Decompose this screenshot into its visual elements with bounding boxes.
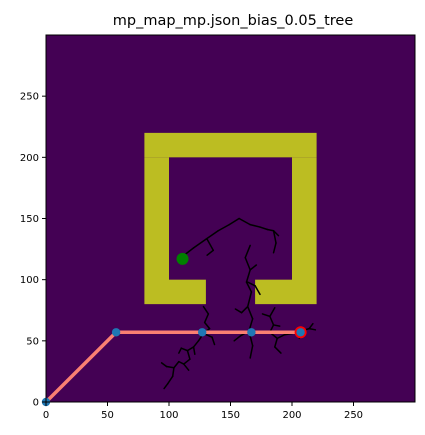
tree-edge	[269, 315, 275, 326]
tree-edge	[160, 362, 168, 368]
y-tick-label: 150	[20, 214, 39, 225]
y-tick-label: 250	[20, 92, 39, 103]
tree-edge	[238, 217, 251, 226]
y-tick-label: 200	[20, 153, 39, 164]
tree-edge	[272, 242, 277, 254]
tree-edge	[192, 340, 200, 348]
obstacle	[144, 132, 317, 158]
markers-layer	[41, 252, 307, 407]
tree-edge	[272, 229, 280, 237]
y-tick-label: 100	[20, 275, 39, 286]
tree-edge	[206, 249, 215, 256]
obstacles-layer	[144, 132, 317, 305]
start-marker	[176, 252, 189, 265]
tree-edge	[274, 346, 282, 354]
tree-edge	[249, 223, 261, 228]
obstacle	[292, 157, 317, 305]
x-tick-label: 0	[43, 410, 49, 421]
x-tick-label: 150	[221, 410, 240, 421]
tree-edge	[211, 336, 216, 346]
tree-edge	[246, 281, 256, 287]
waypoint-marker	[111, 328, 121, 337]
x-tick-label: 100	[159, 410, 178, 421]
tree-edge	[272, 324, 281, 327]
tree-edge	[178, 347, 183, 354]
x-tick-label: 50	[101, 410, 114, 421]
tree-edge	[192, 346, 196, 356]
tree-edge	[245, 281, 253, 293]
tree-edge	[217, 223, 231, 232]
tree-edge	[180, 347, 189, 352]
waypoint-marker	[296, 328, 305, 337]
chart-title: mp_map_mp.json_bias_0.05_tree	[113, 13, 354, 29]
tree-edge	[167, 375, 174, 385]
tree-edge	[205, 229, 219, 241]
tree-edge	[178, 360, 185, 365]
tree-edge	[245, 269, 251, 283]
obstacle	[255, 279, 292, 305]
y-tick-label: 50	[26, 336, 39, 347]
tree-edge	[308, 327, 317, 331]
tree-edge	[228, 217, 240, 226]
tree-edge	[202, 305, 210, 315]
tree-edge	[173, 360, 180, 369]
tree-edge	[240, 305, 249, 314]
tree-edge	[186, 346, 195, 352]
tree-edge	[308, 322, 314, 330]
tree-edge	[203, 313, 210, 324]
tree-edge	[171, 366, 175, 378]
tree-edge	[249, 344, 254, 359]
tree-edge	[165, 365, 175, 369]
axes: 0 50 100 150 200 250 0 50 100 150 200 250	[20, 34, 416, 421]
tree-edge	[249, 264, 258, 271]
tree-edge	[274, 337, 278, 348]
tree-edge	[276, 333, 286, 340]
tree-edge	[203, 321, 211, 330]
tree-edge	[234, 308, 243, 314]
tree-edge	[272, 229, 277, 244]
tree-edge	[244, 256, 251, 271]
tree-edge	[183, 358, 191, 365]
tree-edge	[163, 382, 169, 390]
tree-edge	[192, 238, 207, 249]
waypoint-marker	[198, 328, 207, 337]
tree-edge	[246, 305, 254, 320]
obstacle	[144, 157, 169, 305]
x-tick-label: 200	[282, 410, 301, 421]
tree-edge	[233, 335, 242, 342]
tree-edge	[266, 228, 275, 232]
tree-edge	[186, 349, 191, 360]
obstacle	[169, 279, 206, 305]
tree-edge	[244, 244, 251, 259]
y-tick-label: 0	[33, 398, 39, 409]
waypoint-marker	[247, 328, 256, 337]
tree-edge	[261, 313, 271, 318]
tree-edge	[254, 285, 261, 296]
tree-edge	[269, 307, 276, 318]
tree-edge	[206, 238, 215, 252]
tree-edge	[259, 226, 269, 231]
x-tick-label: 250	[344, 410, 363, 421]
tree-edge	[183, 363, 190, 371]
tree-edge	[246, 291, 253, 308]
